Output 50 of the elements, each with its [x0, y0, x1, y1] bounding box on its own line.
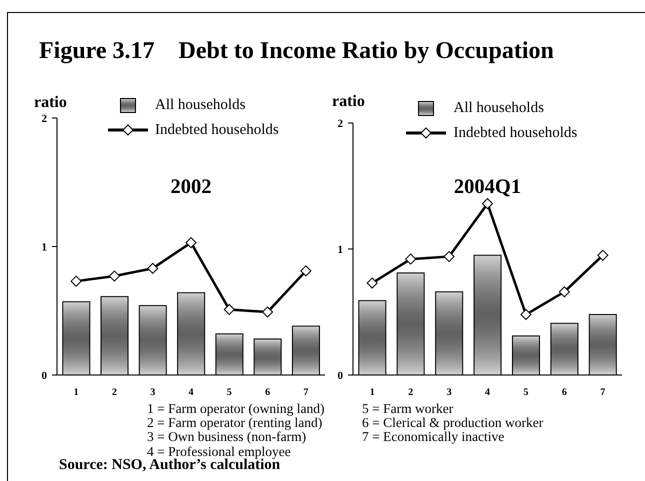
- text: 5 = Farm worker: [362, 401, 454, 416]
- legend-label: Indebted households: [454, 124, 578, 140]
- text: 2002: [170, 176, 212, 198]
- y-tick-label: 2: [42, 112, 48, 125]
- point: [224, 304, 235, 315]
- point: [186, 237, 196, 248]
- x-tick-label: 6: [265, 387, 270, 398]
- x-tick-label: 2: [112, 387, 117, 398]
- point: [405, 254, 416, 265]
- text: 1 = Farm operator (owning land): [147, 401, 324, 416]
- text: 2 = Farm operator (renting land): [147, 415, 322, 430]
- x-tick-label: 7: [600, 387, 606, 398]
- x-tick-label: 2: [408, 387, 414, 398]
- point: [366, 278, 378, 289]
- point: [70, 276, 82, 287]
- text: 3 = Own business (non-farm): [147, 429, 306, 444]
- point: [558, 286, 570, 298]
- x-tick-label: 3: [150, 387, 156, 398]
- text: 4 = Professional employee: [147, 444, 291, 459]
- legend-label: All households: [155, 96, 246, 112]
- x-tick-label: 1: [370, 387, 375, 398]
- y-tick-label: 1: [338, 244, 343, 256]
- x-tick-label: 1: [74, 387, 79, 398]
- y-tick-label: 2: [338, 118, 344, 130]
- y-tick-label: 1: [42, 241, 47, 254]
- text: 6 = Clerical & production worker: [362, 415, 544, 430]
- x-tick-label: 7: [303, 387, 308, 398]
- legend-label: Indebted households: [155, 122, 279, 138]
- y-tick-label: 0: [338, 370, 344, 382]
- legend-label: All households: [454, 100, 544, 116]
- x-tick-label: 4: [188, 387, 194, 398]
- x-tick-label: 4: [485, 387, 490, 398]
- x-tick-label: 6: [562, 387, 567, 398]
- point: [482, 198, 493, 210]
- point: [444, 251, 455, 262]
- x-tick-label: 5: [226, 387, 232, 398]
- point: [520, 309, 532, 320]
- y-axis-title: ratio: [34, 94, 67, 111]
- point: [300, 265, 312, 276]
- point: [262, 306, 274, 318]
- point: [147, 262, 158, 274]
- text: 7 = Economically inactive: [362, 429, 504, 444]
- point: [108, 270, 120, 282]
- x-tick-label: 5: [523, 387, 528, 398]
- chart-title: Figure 3.17 Debt to Income Ratio by Occupation: [39, 38, 554, 64]
- y-tick-label: 0: [42, 370, 48, 382]
- x-tick-label: 3: [446, 387, 452, 398]
- y-axis-title: ratio: [332, 93, 365, 110]
- text: 2004Q1: [454, 176, 522, 198]
- point: [597, 250, 608, 261]
